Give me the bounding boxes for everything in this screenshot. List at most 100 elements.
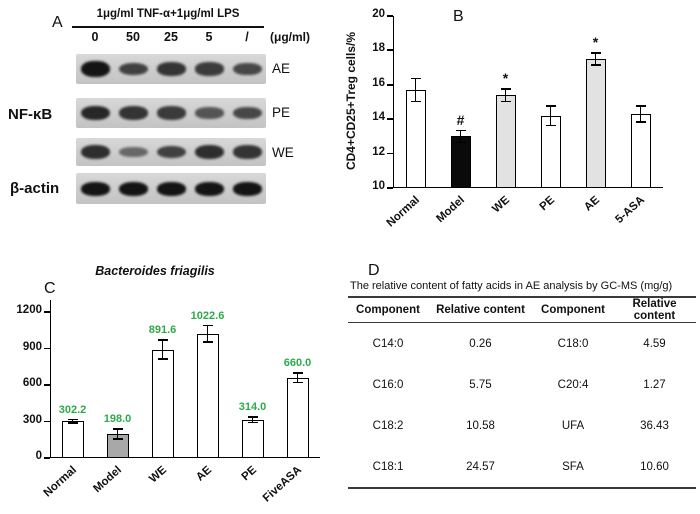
error-bar [414, 77, 417, 102]
lane-label: 0 [91, 30, 99, 44]
error-cap-bottom [157, 358, 168, 360]
blot-band [156, 106, 186, 120]
error-bar [161, 339, 164, 360]
significance-marker: # [456, 111, 465, 128]
blot-band [194, 181, 224, 196]
significance-marker: * [502, 70, 509, 87]
error-cap-top [500, 88, 511, 90]
error-cap-top [455, 129, 466, 132]
y-tick-label: 12 [372, 145, 385, 158]
error-cap-top [157, 339, 168, 341]
table-row: C14:0 0.26 C18:0 4.59 [348, 323, 696, 364]
bar-value-label: 891.6 [148, 324, 177, 337]
error-bar [206, 324, 209, 343]
blot-band [118, 106, 148, 120]
table-cell: 5.75 [469, 378, 492, 391]
error-cap-bottom [292, 381, 303, 384]
blot-row-label: AE [272, 61, 291, 76]
y-tick-label: 300 [22, 413, 42, 426]
panel-c-label: C [44, 280, 56, 297]
fatty-acid-table: Component Relative content Component Relati… [348, 296, 696, 489]
y-tick-label: 18 [372, 42, 385, 55]
blot-band [80, 61, 110, 77]
table-cell: C16:0 [372, 378, 404, 391]
error-cap-bottom [500, 100, 511, 102]
error-bar [549, 105, 552, 127]
table-cell: 24.57 [466, 460, 495, 473]
y-tick [387, 15, 393, 17]
blot-band [80, 105, 110, 121]
bar [241, 419, 264, 458]
bar [196, 333, 219, 458]
y-tick-label: 1200 [16, 304, 42, 317]
bar [585, 59, 606, 188]
blot-strip [76, 173, 266, 204]
chart-plot-area [393, 16, 663, 188]
blot-strip [76, 54, 266, 84]
table-cell: C20:4 [557, 378, 589, 391]
error-cap-bottom [545, 124, 556, 127]
lane-label: 50 [126, 30, 140, 44]
y-tick-label: 20 [372, 8, 385, 20]
error-cap-bottom [112, 438, 123, 440]
nfkb-label: NF-κB [8, 106, 53, 123]
error-cap-bottom [410, 100, 421, 102]
error-bar [504, 88, 507, 102]
blot-band [194, 62, 224, 76]
lane-label: 25 [164, 30, 178, 44]
blot-band [156, 181, 186, 196]
y-tick-label: 900 [22, 340, 42, 353]
table-row: C16:0 5.75 C20:4 1.27 [348, 364, 696, 405]
error-cap-bottom [635, 121, 646, 123]
y-tick [387, 187, 393, 189]
y-tick-label: 16 [372, 76, 385, 89]
table-cell: 4.59 [643, 337, 666, 350]
error-cap-bottom [590, 64, 601, 66]
bar-value-label: 660.0 [283, 357, 312, 370]
error-cap-top [410, 77, 421, 80]
bar-value-label: 314.0 [238, 401, 267, 414]
error-cap-bottom [455, 141, 466, 144]
table-cell: C18:0 [557, 337, 589, 350]
y-tick [387, 49, 393, 52]
table-row: C18:2 10.58 UFA 36.43 [348, 405, 696, 446]
error-cap-top [247, 416, 258, 418]
y-tick-label: 600 [22, 377, 42, 390]
table-title: The relative content of fatty acids in A… [350, 280, 673, 292]
lane-label: 5 [205, 30, 213, 44]
treatment-underline [72, 26, 264, 28]
blot-band [232, 145, 262, 159]
panel-c-bacteroides-chart: C Bacteroides friagilis 0 300 600 900 1200 30… [10, 262, 350, 514]
y-tick [44, 420, 50, 423]
bar [61, 421, 84, 458]
panel-b-y-axis-title: CD4+CD25+Treg cells/% [344, 31, 358, 171]
panel-a-western-blot: A 1μg/ml TNF-α+1μg/ml LPS (μg/ml) NF-κB … [8, 4, 338, 236]
panel-b-label: B [453, 8, 464, 25]
table-header-cell: Component [356, 304, 420, 316]
error-bar [639, 105, 642, 123]
table-header-cell: Relative content [632, 298, 677, 322]
significance-marker: * [592, 34, 599, 51]
bar-value-label: 1022.6 [190, 309, 225, 322]
table-cell: 36.43 [640, 419, 669, 432]
panel-d-label: D [368, 262, 380, 279]
table-cell: 1.27 [643, 378, 666, 391]
error-bar [251, 416, 254, 424]
table-cell: 0.26 [469, 337, 492, 350]
bar-value-label: 302.2 [58, 403, 87, 416]
table-cell: SFA [562, 460, 584, 473]
error-cap-bottom [247, 421, 258, 424]
lane-label: / [245, 30, 249, 44]
table-cell: C18:2 [372, 419, 404, 432]
concentration-unit-label: (μg/ml) [270, 30, 311, 44]
chart-plot-area [50, 300, 320, 458]
error-bar [71, 418, 74, 424]
bar-value-label: 198.0 [103, 413, 132, 426]
panel-a-label: A [52, 14, 63, 31]
error-bar [116, 428, 119, 440]
blot-band [194, 144, 224, 160]
blot-strip [76, 98, 266, 128]
error-bar [296, 372, 299, 384]
blot-band [118, 62, 148, 76]
